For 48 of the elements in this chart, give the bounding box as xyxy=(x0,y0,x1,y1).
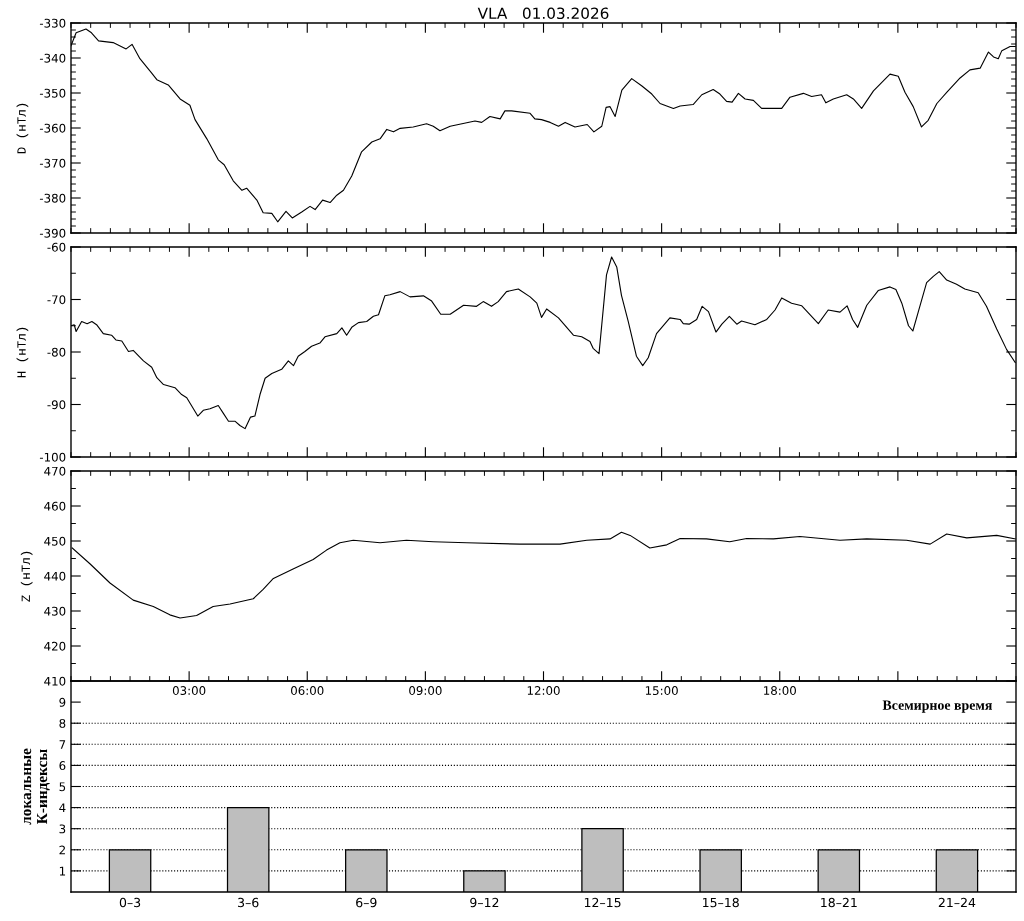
y-tick-label: 7 xyxy=(59,740,66,749)
y-tick-label: 9 xyxy=(59,697,66,707)
y-tick-label: -100 xyxy=(39,452,66,462)
x-tick-label: 3–6 xyxy=(238,897,259,908)
y-axis-title: H (нТл) xyxy=(16,327,29,378)
x-tick-label: 09:00 xyxy=(409,686,442,695)
x-tick-label: 03:00 xyxy=(172,686,206,695)
y-tick-label: -340 xyxy=(39,53,66,63)
y-tick-label: -370 xyxy=(39,158,66,168)
y-tick-label: 5 xyxy=(59,782,66,792)
y-tick-label: 440 xyxy=(44,571,66,581)
y-tick-label: 460 xyxy=(44,501,66,511)
chart-title: VLA 01.03.2026 xyxy=(477,7,609,20)
x-tick-label: 18:00 xyxy=(764,686,796,695)
x-tick-label: 12:00 xyxy=(527,686,560,695)
y-tick-label: 6 xyxy=(59,761,66,771)
y-tick-label: -390 xyxy=(39,228,66,238)
y-tick-label: 8 xyxy=(59,718,66,728)
y-tick-label: -90 xyxy=(47,400,66,410)
x-axis-title: Всемирное время xyxy=(882,700,993,713)
y-tick-label: 470 xyxy=(44,466,66,476)
x-tick-label: 6–9 xyxy=(356,897,377,908)
y-tick-label: -380 xyxy=(39,193,66,203)
x-tick-label: 06:00 xyxy=(291,686,324,695)
y-tick-label: 450 xyxy=(44,536,66,546)
y-axis-title: локальные К-индексы xyxy=(23,748,50,825)
y-tick-label: 420 xyxy=(44,641,66,651)
x-tick-label: 18–21 xyxy=(821,897,857,908)
y-tick-label: -60 xyxy=(47,242,66,252)
y-tick-label: -80 xyxy=(47,347,66,357)
y-tick-label: -330 xyxy=(39,18,66,28)
x-tick-label: 15:00 xyxy=(645,686,678,695)
y-tick-label: 430 xyxy=(44,606,66,616)
y-tick-label: 410 xyxy=(44,676,66,686)
y-tick-label: 3 xyxy=(59,824,66,834)
y-axis-title: D (нТл) xyxy=(16,103,29,154)
x-tick-label: 12–15 xyxy=(584,897,621,908)
x-tick-label: 9–12 xyxy=(470,897,499,908)
y-tick-label: 1 xyxy=(59,866,66,876)
y-tick-label: 4 xyxy=(59,803,66,813)
y-tick-label: 2 xyxy=(59,845,65,855)
y-tick-label: -350 xyxy=(39,88,66,98)
x-tick-label: 0–3 xyxy=(119,897,141,908)
y-tick-label: -70 xyxy=(47,295,66,305)
x-tick-label: 15–18 xyxy=(703,897,739,908)
y-axis-title: Z (нТл) xyxy=(20,551,33,602)
y-tick-label: -360 xyxy=(39,123,66,133)
x-tick-label: 21–24 xyxy=(938,897,976,908)
